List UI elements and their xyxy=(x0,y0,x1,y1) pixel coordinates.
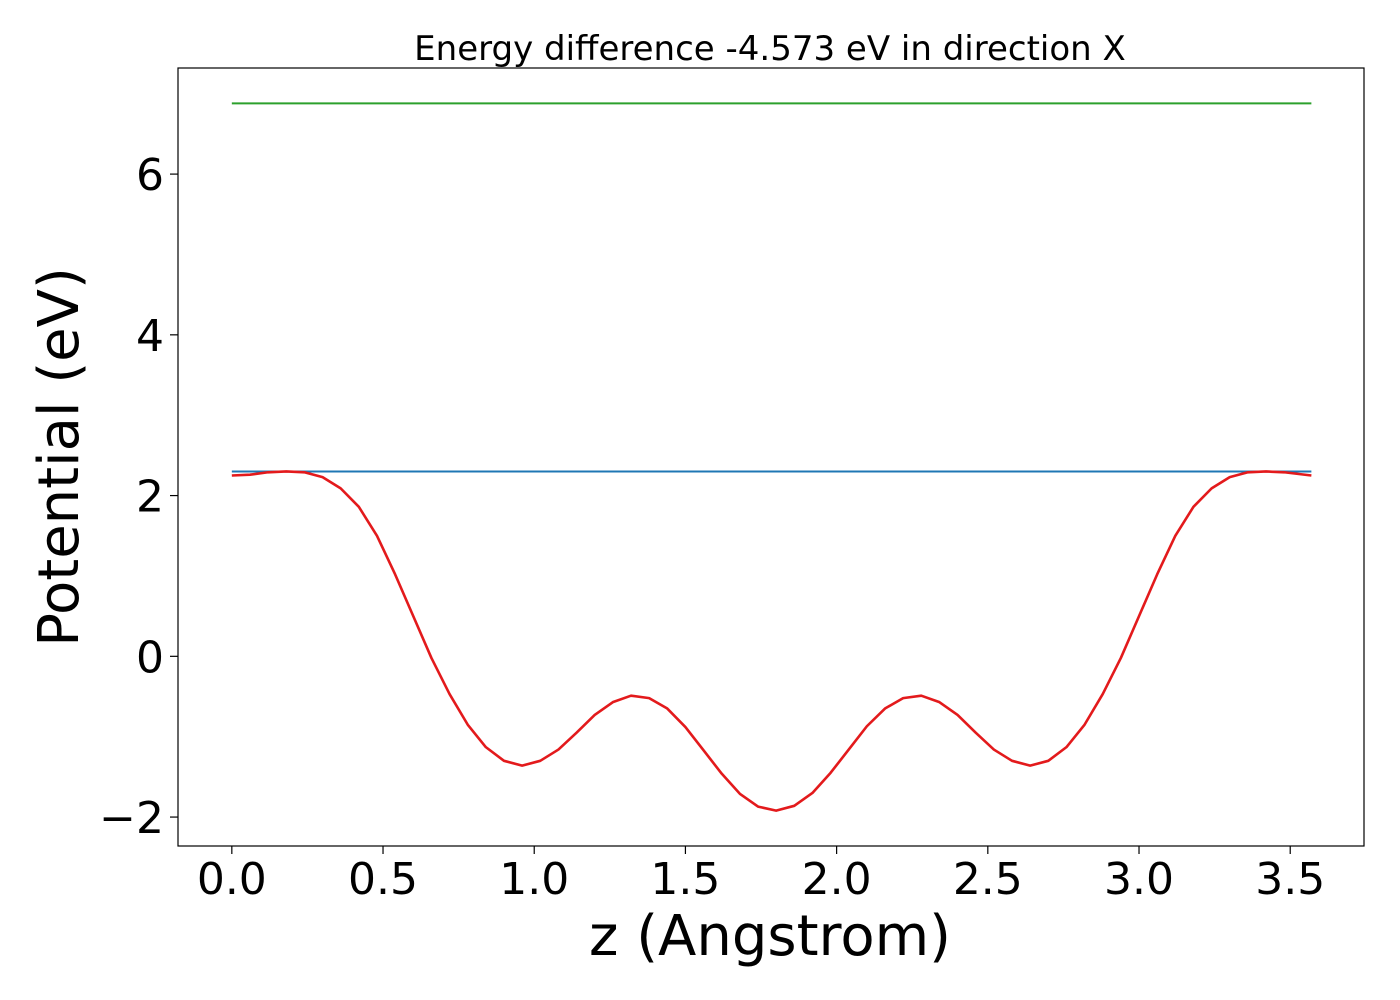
series-line-3 xyxy=(231,470,1312,812)
y-ticks: −2 0 2 4 6 xyxy=(99,150,178,844)
x-tick-label: 1.0 xyxy=(499,854,569,905)
y-tick-label: −2 xyxy=(99,793,164,844)
x-ticks: 0.0 0.5 1.0 1.5 2.0 2.5 3.0 3.5 xyxy=(197,846,1325,905)
x-tick-label: 0.0 xyxy=(197,854,267,905)
x-axis-label: z (Angstrom) xyxy=(589,904,951,969)
x-tick-label: 0.5 xyxy=(348,854,418,905)
x-tick-label: 2.0 xyxy=(802,854,872,905)
y-tick-label: 4 xyxy=(136,311,164,362)
series-layer xyxy=(231,102,1312,812)
x-tick-label: 2.5 xyxy=(953,854,1023,905)
chart-title: Energy difference -4.573 eV in direction… xyxy=(414,29,1126,69)
x-tick-label: 1.5 xyxy=(650,854,720,905)
y-tick-label: 6 xyxy=(136,150,164,201)
x-tick-label: 3.0 xyxy=(1104,854,1174,905)
y-tick-label: 0 xyxy=(136,632,164,683)
x-tick-label: 3.5 xyxy=(1255,854,1325,905)
y-axis-label: Potential (eV) xyxy=(27,267,92,647)
y-tick-label: 2 xyxy=(136,472,164,523)
plot-area-frame xyxy=(177,67,1365,847)
